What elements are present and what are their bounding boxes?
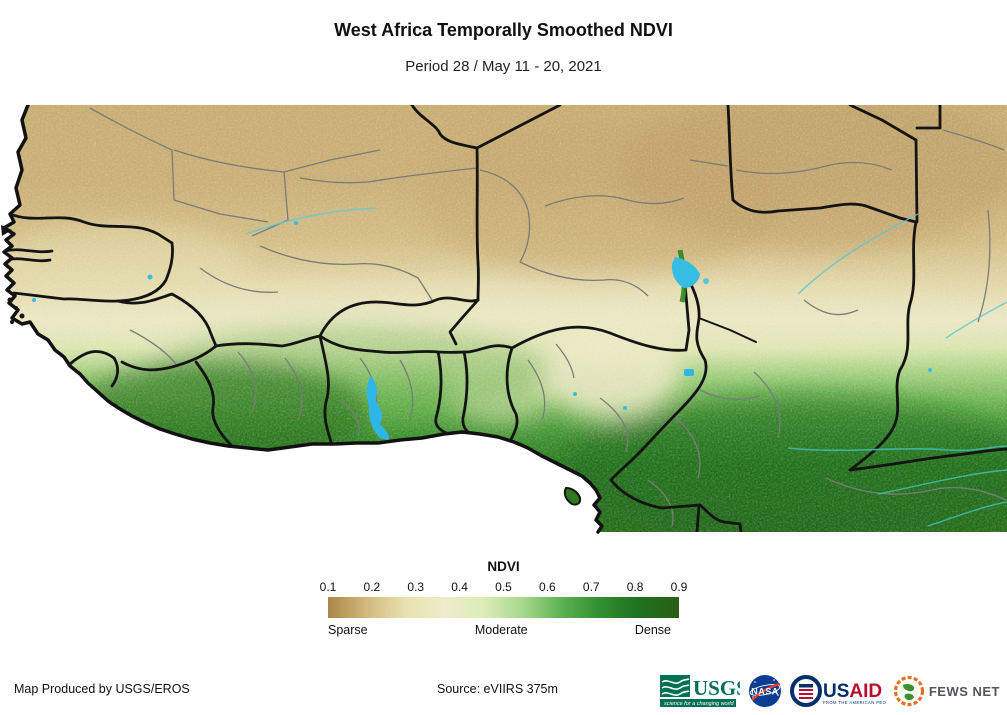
usaid-logo: USAID FROM THE AMERICAN PEOPLE: [789, 673, 886, 709]
legend-ticks: 0.1 0.2 0.3 0.4 0.5 0.6 0.7 0.8 0.9: [320, 580, 688, 595]
legend-gradient-bar: [328, 597, 679, 618]
nasa-logo: NASA: [747, 673, 783, 709]
fewsnet-wordmark: FEWS NET: [928, 683, 1000, 699]
legend-title: NDVI: [487, 559, 520, 574]
lake-chad: [671, 257, 700, 288]
tick-label: 0.8: [626, 580, 644, 594]
tick-label: 0.4: [451, 580, 468, 594]
tick-label: 0.7: [582, 580, 600, 594]
nasa-logo-svg: NASA: [748, 675, 781, 707]
usaid-logo-svg: USAID FROM THE AMERICAN PEOPLE: [789, 675, 886, 707]
usaid-tagline: FROM THE AMERICAN PEOPLE: [823, 700, 886, 705]
legend-class-labels: Sparse Moderate Dense: [328, 623, 679, 637]
niger-river: [245, 207, 377, 235]
tick-label: 0.5: [495, 580, 512, 594]
produced-by-text: Map Produced by USGS/EROS: [14, 682, 190, 696]
usgs-logo: USGS science for a changing world: [659, 672, 740, 710]
ndvi-map-svg: [1, 103, 1007, 534]
chad-river-2: [945, 301, 1007, 339]
legend-label-sparse: Sparse: [328, 623, 368, 637]
usgs-tagline: science for a changing world: [664, 701, 735, 707]
fewsnet-globe-icon: [893, 675, 924, 707]
bioko-island: [563, 486, 582, 506]
source-text: Source: eVIIRS 375m: [437, 682, 558, 696]
car-river-2: [877, 469, 1007, 495]
tick-label: 0.1: [319, 580, 337, 594]
fewsnet-logo: FEWS NET: [893, 675, 1000, 707]
usaid-aid: AID: [849, 681, 882, 702]
tick-label: 0.3: [407, 580, 425, 594]
usaid-us: US: [823, 681, 849, 702]
tick-label: 0.9: [670, 580, 688, 594]
water-features: [32, 207, 1007, 527]
legend: NDVI 0.1 0.2 0.3 0.4 0.5 0.6 0.7 0.8 0.9…: [0, 559, 1007, 637]
lake-volta: [366, 376, 389, 440]
svg-text:USAID: USAID: [823, 681, 882, 702]
lake-kainji: [684, 369, 694, 376]
car-river-1: [787, 445, 1007, 452]
legend-label-dense: Dense: [634, 623, 671, 637]
ndvi-map: [0, 103, 1007, 545]
coastal-islands: [1, 225, 582, 506]
chad-river-1: [797, 213, 919, 295]
land-raster: [4, 105, 1007, 532]
page-subtitle: Period 28 / May 11 - 20, 2021: [405, 58, 602, 75]
usgs-logo-svg: USGS science for a changing world: [659, 675, 740, 707]
footer: Map Produced by USGS/EROS Source: eVIIRS…: [0, 668, 1007, 715]
tick-label: 0.2: [363, 580, 381, 594]
page-title: West Africa Temporally Smoothed NDVI: [334, 20, 673, 40]
country-borders: [4, 105, 1007, 532]
usgs-wordmark: USGS: [693, 676, 740, 700]
legend-label-moderate: Moderate: [474, 623, 528, 637]
nasa-wordmark: NASA: [751, 687, 779, 697]
car-river-3: [927, 501, 1007, 527]
header: West Africa Temporally Smoothed NDVI Per…: [0, 0, 1007, 105]
tick-label: 0.6: [539, 580, 556, 594]
logo-row: USGS science for a changing world NASA: [659, 670, 1000, 712]
